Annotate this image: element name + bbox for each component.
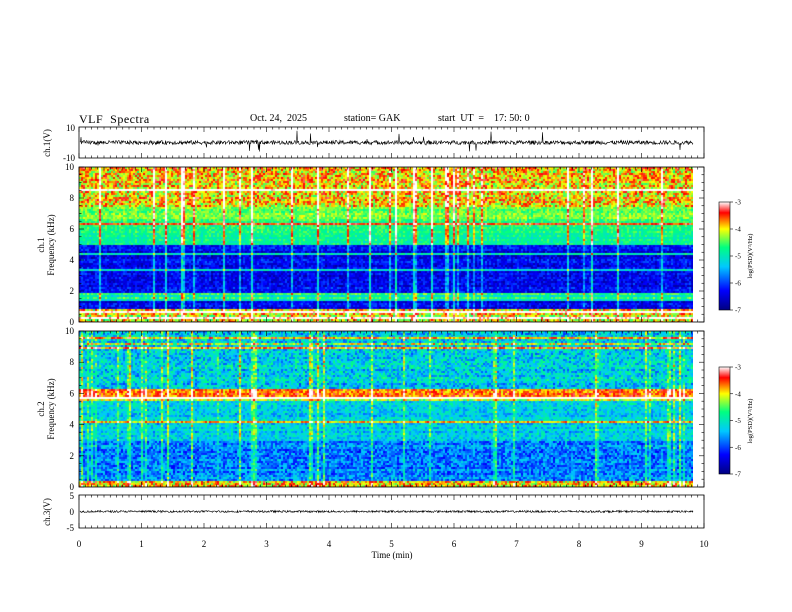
ch1-ytick-top: 10 <box>66 123 76 133</box>
ch2-spectrogram-channel-label: ch.2 <box>36 401 46 416</box>
figure-title: VLF Spectra <box>79 112 150 126</box>
ch2-spectrogram-ytick-label: 6 <box>70 388 75 398</box>
ch3-waveform-panel: 5 0 -5 ch.3(V) 0 1 2 3 4 5 6 7 8 9 10 Time (min) <box>42 491 709 560</box>
ch1-spectrogram-ytick-label: 2 <box>70 286 75 296</box>
ch1-colorbar-tick-label: -6 <box>735 280 741 288</box>
ch2-spectrogram-panel: 0 2 4 6 8 10 ch.2 Frequency (kHz) <box>36 326 705 492</box>
ch1-spectrogram-ylabel: Frequency (kHz) <box>46 214 56 275</box>
ch1-spectrogram-panel: 0 2 4 6 8 10 ch.1 Frequency (kHz) <box>36 162 705 327</box>
ch2-spectrogram-ytick-label: 2 <box>70 451 75 461</box>
ch3-waveform-ylabel: ch.3(V) <box>42 498 52 526</box>
start-ut-label: start UT = 17: 50: 0 <box>438 113 530 124</box>
ch1-spectrogram-ytick-label: 4 <box>70 255 75 265</box>
ch1-colorbar-label: log(PSD)(V²/Hz) <box>747 234 754 279</box>
ch1-spectrogram-image <box>79 167 693 322</box>
ch2-spectrogram-ytick-label: 0 <box>70 482 75 492</box>
ch1-colorbar: -3 -4 -5 -6 -7 log(PSD)(V²/Hz) <box>718 199 754 315</box>
time-tick-label: 2 <box>202 539 207 549</box>
ch2-colorbar-tick-label: -4 <box>735 390 741 398</box>
ch1-colorbar-tick-label: -3 <box>735 199 741 207</box>
ch2-colorbar-scale <box>718 366 731 475</box>
ch2-spectrogram-image <box>79 331 693 487</box>
ch1-spectrogram-channel-label: ch.1 <box>36 237 46 252</box>
ch2-spectrogram-ytick-label: 10 <box>65 326 75 336</box>
date-label: Oct. 24, 2025 <box>250 113 307 124</box>
ch3-ytick-top: 5 <box>70 491 75 501</box>
ch1-colorbar-scale <box>718 201 731 311</box>
time-tick-label: 10 <box>700 539 710 549</box>
ch2-colorbar-tick-label: -5 <box>735 417 741 425</box>
ch2-colorbar-tick-label: -3 <box>735 364 741 372</box>
ch1-waveform-ylabel: ch.1(V) <box>42 129 52 157</box>
time-tick-label: 7 <box>514 539 519 549</box>
time-tick-label: 0 <box>77 539 82 549</box>
ch2-colorbar: -3 -4 -5 -6 -7 log(PSD)(V²/Hz) <box>718 364 754 479</box>
ch3-ytick-bottom: -5 <box>67 523 75 533</box>
time-tick-label: 1 <box>139 539 144 549</box>
ch1-ytick-bottom: -10 <box>63 153 75 163</box>
ch1-waveform-trace <box>79 130 694 152</box>
time-tick-label: 6 <box>452 539 457 549</box>
ch1-spectrogram-ytick-label: 8 <box>70 193 75 203</box>
ch1-colorbar-tick-label: -7 <box>735 307 741 315</box>
time-tick-label: 8 <box>577 539 582 549</box>
ch2-colorbar-tick-label: -6 <box>735 444 741 452</box>
ch1-spectrogram-ytick-label: 10 <box>65 162 75 172</box>
ch2-spectrogram-ytick-label: 8 <box>70 357 75 367</box>
station-label: station= GAK <box>344 113 401 124</box>
ch1-spectrogram-ytick-label: 0 <box>70 317 75 327</box>
time-tick-label: 5 <box>389 539 394 549</box>
ch3-ytick-mid: 0 <box>70 507 75 517</box>
ch1-spectrogram-ytick-label: 6 <box>70 224 75 234</box>
time-tick-label: 3 <box>264 539 269 549</box>
time-tick-label: 4 <box>327 539 332 549</box>
ch3-waveform-trace <box>79 509 694 514</box>
ch2-spectrogram-ylabel: Frequency (kHz) <box>46 378 56 439</box>
ch1-colorbar-tick-label: -5 <box>735 253 741 261</box>
ch2-colorbar-label: log(PSD)(V²/Hz) <box>747 399 754 444</box>
time-axis-label: Time (min) <box>372 550 413 560</box>
ch2-colorbar-tick-label: -7 <box>735 471 741 479</box>
ch1-waveform-panel: 10 -10 ch.1(V) <box>42 123 705 163</box>
ch2-spectrogram-ytick-label: 4 <box>70 420 75 430</box>
ch1-colorbar-tick-label: -4 <box>735 226 741 234</box>
time-tick-label: 9 <box>639 539 644 549</box>
